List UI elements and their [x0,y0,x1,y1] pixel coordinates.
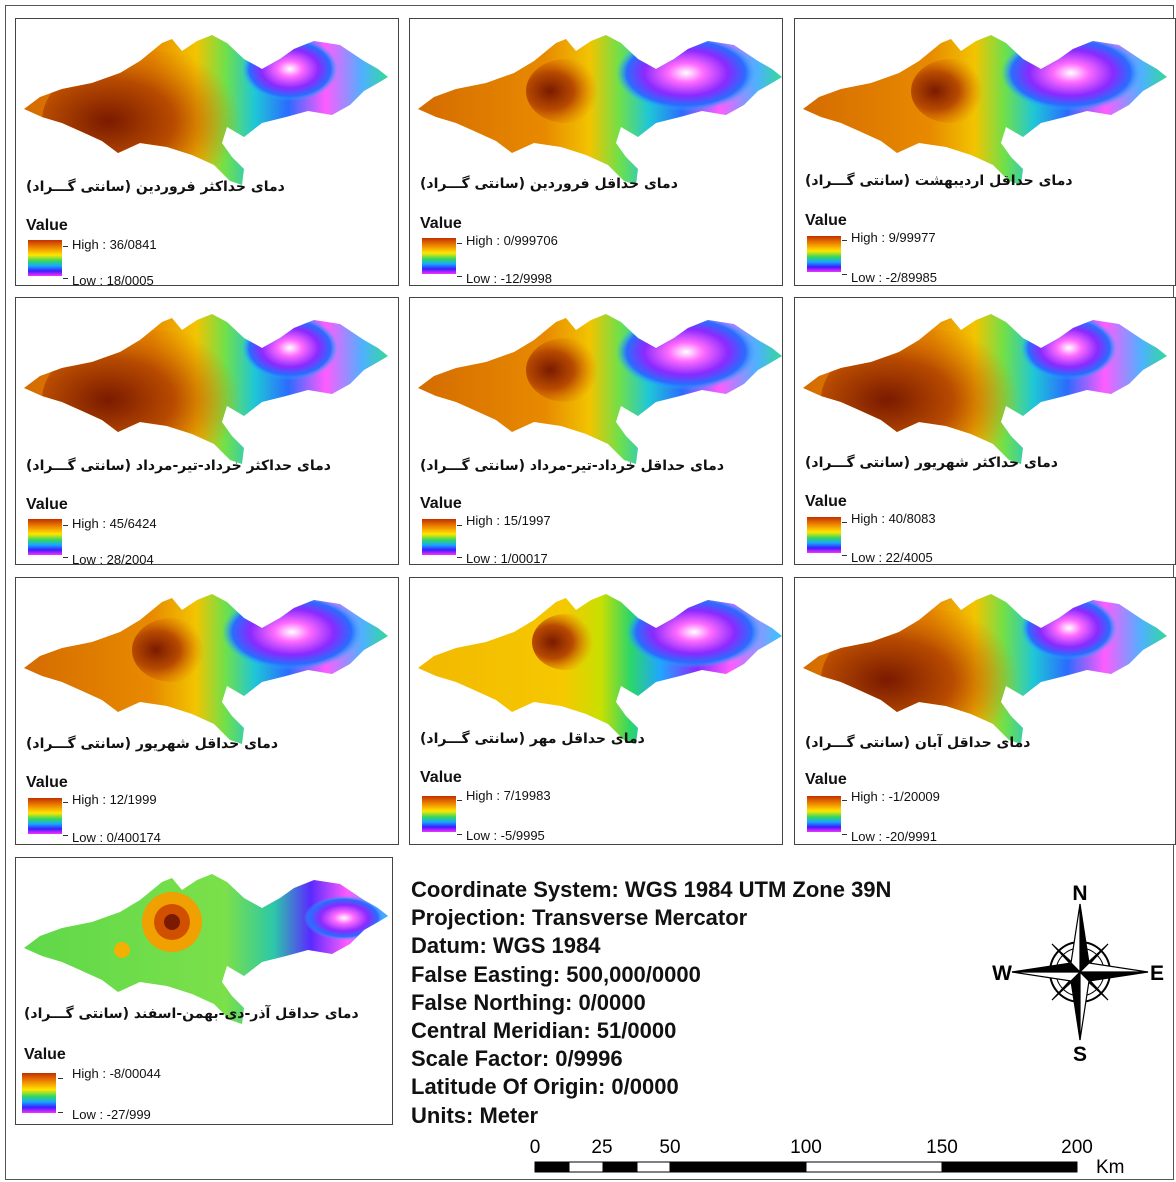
compass-s: S [1073,1043,1087,1066]
compass-w: W [992,962,1012,985]
legend-low: Low : -27/999 [72,1107,151,1122]
legend-title: Value [805,493,847,510]
scale-unit: Km [1096,1157,1125,1178]
map-panel-2: دمای حداقل فروردین (سانتی گـــراد) Value… [409,18,783,286]
legend-title: Value [24,1046,66,1063]
legend-title: Value [805,771,847,788]
legend-low: Low : -2/89985 [851,270,938,285]
temperature-map [416,31,784,199]
legend-color-ramp [807,796,841,832]
panel-title: دمای حداقل فروردین (سانتی گـــراد) [420,176,678,192]
panel-title: دمای حداقل خرداد-تیر-مرداد (سانتی گـــرا… [420,458,725,474]
map-panel-5: دمای حداقل خرداد-تیر-مرداد (سانتی گـــرا… [409,297,784,566]
legend-color-ramp [28,240,62,276]
legend-color-ramp [22,1073,56,1113]
legend-color-ramp [422,519,456,555]
scale-tick-200: 200 [1061,1137,1093,1158]
temperature-map [22,310,390,478]
panel-title: دمای حداقل شهریور (سانتی گـــراد) [26,736,279,752]
false-easting: False Easting: 500,000/0000 [411,961,701,987]
legend-high: High : 12/1999 [72,792,157,807]
scale-tick-50: 50 [659,1137,680,1158]
legend-high: High : 0/999706 [466,233,558,248]
legend-color-ramp [422,238,456,274]
legend-title: Value [420,215,462,232]
legend-high: High : 9/99977 [851,230,936,245]
legend-color-ramp [422,796,456,832]
map-panel-3: دمای حداقل اردیبهشت (سانتی گـــراد) Valu… [794,18,1176,286]
legend-title: Value [805,212,847,229]
map-panel-6: دمای حداکثر شهریور (سانتی گـــراد) Value… [794,297,1176,565]
panel-title: دمای حداقل آبان (سانتی گـــراد) [805,735,1031,751]
map-metadata: Coordinate System: WGS 1984 UTM Zone 39N… [411,876,891,1130]
map-panel-1: دمای حداکثر فروردین (سانتی گـــراد) Valu… [15,18,399,288]
scale-tick-100: 100 [790,1137,822,1158]
scale-tick-150: 150 [926,1137,958,1158]
legend-title: Value [26,496,68,513]
legend-color-ramp [807,517,841,553]
panel-title: دمای حداکثر شهریور (سانتی گـــراد) [805,455,1058,471]
legend-high: High : -8/00044 [72,1066,161,1081]
central-meridian: Central Meridian: 51/0000 [411,1018,677,1044]
legend-low: Low : 0/400174 [72,830,161,845]
datum: Datum: WGS 1984 [411,933,601,959]
panel-title: دمای حداقل اردیبهشت (سانتی گـــراد) [805,173,1073,189]
projection: Projection: Transverse Mercator [411,905,748,931]
units: Units: Meter [411,1102,539,1128]
map-panel-10: دمای حداقل آذر-دی-بهمن-اسفند (سانتی گـــ… [15,857,393,1125]
temperature-map [416,310,784,478]
legend-high: High : -1/20009 [851,789,940,804]
legend-title: Value [26,774,68,791]
legend-title: Value [420,769,462,786]
temperature-map [801,310,1169,478]
temperature-map [22,590,390,758]
map-panel-4: دمای حداکثر خرداد-تیر-مرداد (سانتی گـــر… [15,297,399,567]
panel-title: دمای حداقل مهر (سانتی گـــراد) [420,731,645,747]
legend-color-ramp [28,519,62,555]
legend-low: Low : 22/4005 [851,550,933,565]
false-northing: False Northing: 0/0000 [411,989,646,1015]
panel-title: دمای حداکثر فروردین (سانتی گـــراد) [26,179,285,195]
legend-low: Low : 28/2004 [72,552,154,567]
compass-n: N [1072,882,1087,905]
legend-high: High : 15/1997 [466,513,551,528]
map-panel-9: دمای حداقل آبان (سانتی گـــراد) Value Hi… [794,577,1176,845]
scale-tick-0: 0 [530,1137,541,1158]
north-arrow-compass-icon: N S E W [992,882,1164,1066]
coordinate-system: Coordinate System: WGS 1984 UTM Zone 39N [411,877,892,902]
legend-low: Low : -12/9998 [466,271,553,286]
map-panel-8: دمای حداقل مهر (سانتی گـــراد) Value Hig… [409,577,783,845]
scale-bar: 0 25 50 100 150 200 Km [530,1137,1125,1178]
legend-high: High : 45/6424 [72,516,157,531]
legend-low: Low : -20/9991 [851,829,938,844]
temperature-map [801,590,1169,758]
compass-e: E [1150,962,1164,985]
legend-high: High : 36/0841 [72,237,157,252]
legend-color-ramp [28,798,62,834]
map-panel-7: دمای حداقل شهریور (سانتی گـــراد) Value … [15,577,399,845]
legend-high: High : 7/19983 [466,788,551,803]
legend-title: Value [420,495,462,512]
legend-high: High : 40/8083 [851,511,936,526]
legend-title: Value [26,217,68,234]
legend-low: Low : 1/00017 [466,551,548,566]
legend-low: Low : 18/0005 [72,273,154,288]
panel-title: دمای حداقل آذر-دی-بهمن-اسفند (سانتی گـــ… [24,1006,359,1022]
legend-color-ramp [807,236,841,272]
scale-tick-25: 25 [591,1137,612,1158]
latitude-of-origin: Latitude Of Origin: 0/0000 [411,1074,679,1100]
temperature-map [22,31,390,199]
legend-low: Low : -5/9995 [466,828,545,843]
scale-factor: Scale Factor: 0/9996 [411,1046,623,1072]
panel-title: دمای حداکثر خرداد-تیر-مرداد (سانتی گـــر… [26,458,331,474]
